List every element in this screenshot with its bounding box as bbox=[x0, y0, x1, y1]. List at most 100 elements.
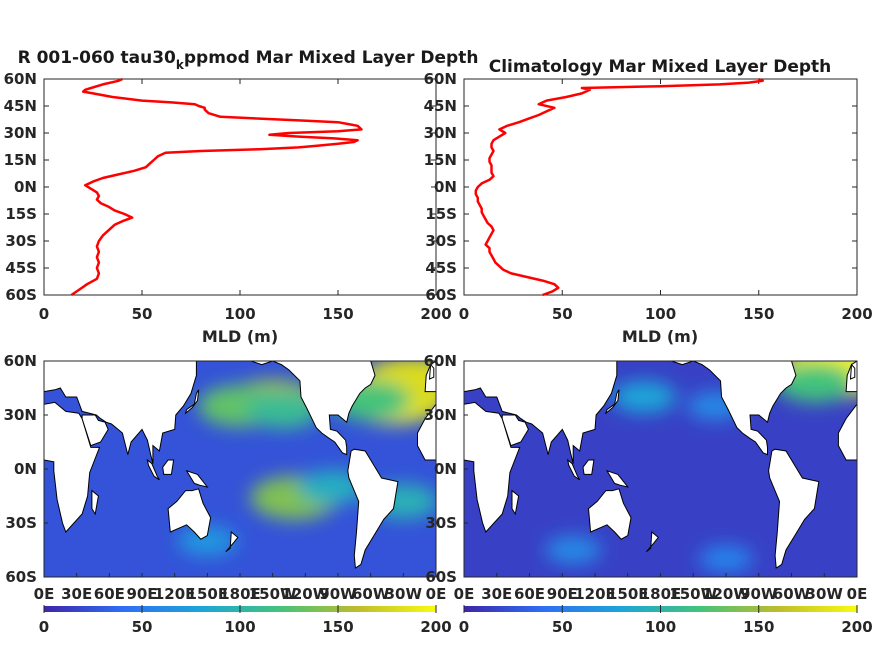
x-tick-label: 100 bbox=[645, 305, 676, 323]
map-x-tick-label: 30W bbox=[806, 585, 844, 603]
land-outline bbox=[582, 459, 595, 475]
map-y-tick-label: 30S bbox=[425, 514, 457, 532]
land-outline bbox=[837, 403, 857, 461]
map-x-tick-label: 90E bbox=[547, 585, 578, 603]
land-outline bbox=[250, 361, 376, 456]
land-outline bbox=[162, 459, 175, 475]
y-tick-label: 15N bbox=[4, 151, 37, 169]
x-tick-label: 200 bbox=[841, 305, 872, 323]
land-outline bbox=[464, 361, 618, 464]
colorbar-tick-label: 150 bbox=[743, 618, 774, 636]
land-outline bbox=[417, 403, 436, 461]
mld-hotspot bbox=[177, 526, 238, 556]
map-climatology: 0E 30E 60E 90E120E150E180E150W120W90W60W30W… bbox=[424, 352, 873, 636]
plot-title-climatology: Climatology Mar Mixed Layer Depth bbox=[489, 57, 832, 77]
land-outline bbox=[605, 469, 630, 488]
map-y-tick-label: 0N bbox=[434, 460, 457, 478]
map-x-tick-label: 150E bbox=[607, 585, 649, 603]
land-outline bbox=[587, 488, 632, 540]
x-tick-label: 150 bbox=[322, 305, 353, 323]
x-tick-label: 100 bbox=[224, 305, 255, 323]
map-y-tick-label: 60S bbox=[5, 568, 37, 586]
colorbar-tick-label: 200 bbox=[841, 618, 872, 636]
land-outline bbox=[849, 363, 856, 380]
map-x-tick-label: 90W bbox=[319, 585, 357, 603]
map-x-tick-label: 30E bbox=[61, 585, 92, 603]
map-x-tick-label: 60E bbox=[514, 585, 545, 603]
colorbar-tick-label: 200 bbox=[420, 618, 451, 636]
map-x-tick-label: 30W bbox=[385, 585, 423, 603]
map-x-tick-label: 0E bbox=[426, 585, 447, 603]
axis-ticks-climatology: 0 50 100 150 200 60N 45N 30N 15N 0N 15S 30S 45S 60S bbox=[424, 70, 873, 323]
x-tick-label: 0 bbox=[459, 305, 469, 323]
map-y-tick-label: 60N bbox=[4, 352, 37, 370]
colorbar-tick-label: 50 bbox=[552, 618, 573, 636]
y-tick-label: 0N bbox=[434, 178, 457, 196]
land-outline bbox=[81, 414, 109, 447]
colorbar-ticks-climatology: 0 50 100 150 200 bbox=[459, 605, 873, 636]
colorbar-ticks-model: 0 50 100 150 200 bbox=[39, 605, 452, 636]
y-tick-label: 15N bbox=[424, 151, 457, 169]
map-hotspots-model bbox=[177, 361, 436, 556]
mld-hotspot bbox=[612, 381, 677, 413]
y-tick-label: 30N bbox=[424, 124, 457, 142]
series-line-model bbox=[70, 77, 363, 297]
map-x-tick-label: 60E bbox=[94, 585, 125, 603]
y-tick-label: 45S bbox=[425, 259, 457, 277]
map-x-tick-label: 0E bbox=[847, 585, 868, 603]
y-tick-label: 45N bbox=[4, 97, 37, 115]
land-outline bbox=[167, 488, 212, 540]
map-y-tick-label: 30N bbox=[4, 406, 37, 424]
colorbar-tick-label: 0 bbox=[459, 618, 469, 636]
map-x-tick-label: 60W bbox=[352, 585, 390, 603]
profile-plot-model: R 001-060 tau30kppmod Mar Mixed Layer De… bbox=[4, 48, 479, 346]
map-x-tick-label: 150E bbox=[187, 585, 229, 603]
map-ticks-climatology: 0E 30E 60E 90E120E150E180E150W120W90W60W30W… bbox=[424, 352, 868, 603]
map-land-climatology bbox=[464, 361, 857, 569]
series-line-climatology bbox=[474, 77, 764, 297]
y-tick-label: 30N bbox=[4, 124, 37, 142]
map-x-tick-label: 150W bbox=[249, 585, 297, 603]
mld-hotspot bbox=[545, 536, 602, 564]
land-outline bbox=[44, 361, 197, 464]
y-tick-label: 15S bbox=[425, 205, 457, 223]
map-x-tick-label: 120E bbox=[574, 585, 616, 603]
map-ticks-model: 0E 30E 60E 90E120E150E180E150W120W90W60W30W… bbox=[4, 352, 447, 603]
y-tick-label: 45S bbox=[5, 259, 37, 277]
map-x-tick-label: 0E bbox=[34, 585, 55, 603]
land-outline bbox=[184, 389, 200, 415]
y-tick-label: 60N bbox=[4, 70, 37, 88]
land-outline bbox=[347, 448, 399, 569]
axis-ticks-model: 0 50 100 150 200 60N 45N 30N 15N 0N 15S 30S 45S 60S bbox=[4, 70, 452, 323]
land-outline bbox=[370, 361, 394, 362]
land-outline bbox=[604, 389, 620, 415]
land-outline bbox=[791, 361, 814, 362]
x-axis-label-climatology: MLD (m) bbox=[622, 327, 698, 346]
map-x-tick-label: 180E bbox=[219, 585, 261, 603]
y-tick-label: 30S bbox=[5, 232, 37, 250]
x-axis-label-model: MLD (m) bbox=[202, 327, 278, 346]
map-x-tick-label: 120W bbox=[281, 585, 329, 603]
map-x-tick-label: 90E bbox=[126, 585, 157, 603]
map-x-tick-label: 90W bbox=[740, 585, 778, 603]
mld-hotspot bbox=[699, 545, 753, 573]
map-y-tick-label: 60S bbox=[425, 568, 457, 586]
land-outline bbox=[501, 414, 529, 447]
land-outline bbox=[464, 401, 521, 533]
map-x-tick-label: 0E bbox=[454, 585, 475, 603]
land-outline bbox=[511, 489, 520, 516]
land-outline bbox=[44, 401, 101, 533]
profile-plot-climatology: Climatology Mar Mixed Layer Depth 0 50 100… bbox=[424, 57, 873, 346]
y-tick-label: 60S bbox=[5, 286, 37, 304]
map-y-tick-label: 60N bbox=[424, 352, 457, 370]
map-y-tick-label: 30N bbox=[424, 406, 457, 424]
map-y-tick-label: 0N bbox=[14, 460, 37, 478]
map-x-tick-label: 60W bbox=[773, 585, 811, 603]
y-tick-label: 60S bbox=[425, 286, 457, 304]
land-outline bbox=[185, 469, 209, 488]
plot-area-climatology bbox=[463, 78, 858, 296]
y-tick-label: 15S bbox=[5, 205, 37, 223]
land-outline bbox=[146, 458, 160, 481]
land-outline bbox=[671, 361, 797, 456]
